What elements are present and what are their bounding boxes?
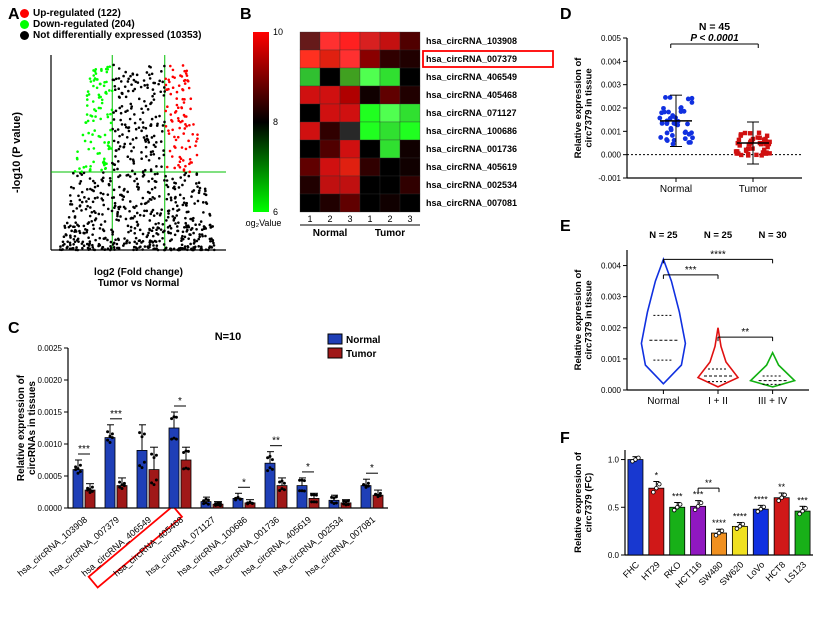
svg-text:8: 8 — [273, 117, 278, 127]
svg-text:Relative expression ofcirc7379: Relative expression ofcirc7379 (FC) — [573, 451, 595, 553]
svg-text:6: 6 — [273, 207, 278, 217]
svg-text:log2 (Fold change)Tumor vs Nor: log2 (Fold change)Tumor vs Normal — [94, 267, 183, 289]
svg-text:0.004: 0.004 — [601, 262, 622, 271]
svg-text:Tumor: Tumor — [346, 349, 376, 360]
svg-text:N = 25: N = 25 — [649, 230, 678, 241]
svg-text:P < 0.0001: P < 0.0001 — [690, 33, 739, 44]
svg-text:hsa_circRNA_405468: hsa_circRNA_405468 — [426, 90, 517, 100]
svg-text:N = 25: N = 25 — [704, 230, 733, 241]
svg-text:*: * — [655, 471, 659, 481]
svg-text:***: *** — [672, 492, 683, 502]
svg-text:hsa_circRNA_406549: hsa_circRNA_406549 — [426, 72, 517, 82]
svg-text:0.005: 0.005 — [601, 34, 622, 43]
svg-text:0.002: 0.002 — [601, 324, 622, 333]
svg-text:SW620: SW620 — [718, 560, 746, 588]
svg-text:****: **** — [733, 512, 748, 522]
svg-text:0.0005: 0.0005 — [38, 472, 63, 481]
svg-text:hsa_circRNA_002534: hsa_circRNA_002534 — [426, 180, 517, 190]
svg-text:0.001: 0.001 — [601, 355, 622, 364]
svg-text:**: ** — [705, 478, 713, 488]
svg-text:0.0020: 0.0020 — [38, 376, 63, 385]
svg-text:hsa_circRNA_007081: hsa_circRNA_007081 — [426, 198, 517, 208]
svg-text:****: **** — [754, 494, 769, 504]
svg-text:III + IV: III + IV — [758, 396, 788, 407]
svg-text:Log₂Value: Log₂Value — [245, 218, 281, 228]
svg-text:hsa_circRNA_100686: hsa_circRNA_100686 — [426, 126, 517, 136]
svg-text:-0.001: -0.001 — [598, 174, 621, 183]
svg-text:2: 2 — [387, 214, 392, 224]
svg-text:Tumor: Tumor — [375, 228, 405, 239]
svg-text:FHC: FHC — [621, 560, 642, 581]
svg-text:0.0015: 0.0015 — [38, 408, 63, 417]
svg-text:Relative expression ofcirc7379: Relative expression ofcirc7379 in tissue — [573, 269, 595, 371]
svg-text:N = 30: N = 30 — [758, 230, 786, 241]
svg-text:0.000: 0.000 — [601, 151, 622, 160]
svg-text:Tumor: Tumor — [739, 184, 768, 195]
svg-text:hsa_circRNA_405619: hsa_circRNA_405619 — [426, 162, 517, 172]
svg-text:N=10: N=10 — [215, 331, 242, 343]
svg-text:Normal: Normal — [660, 184, 692, 195]
svg-text:Normal: Normal — [647, 396, 679, 407]
volcano-plot: log2 (Fold change)Tumor vs Normal -log10 … — [6, 50, 236, 305]
svg-text:***: *** — [78, 444, 90, 455]
svg-text:LoVo: LoVo — [745, 560, 767, 582]
svg-text:*: * — [370, 463, 374, 474]
svg-text:*: * — [178, 396, 182, 407]
svg-text:***: *** — [797, 495, 808, 505]
svg-text:hsa_circRNA_001736: hsa_circRNA_001736 — [426, 144, 517, 154]
svg-text:Normal: Normal — [346, 335, 381, 346]
svg-text:0.0025: 0.0025 — [38, 344, 63, 353]
svg-text:0.003: 0.003 — [601, 293, 622, 302]
svg-text:*: * — [306, 462, 310, 473]
svg-text:0.002: 0.002 — [601, 104, 622, 113]
svg-text:3: 3 — [347, 214, 352, 224]
svg-text:3: 3 — [407, 214, 412, 224]
svg-text:0.004: 0.004 — [601, 57, 622, 66]
svg-text:Relative expression ofcirc7379: Relative expression ofcirc7379 in tissue — [573, 57, 595, 159]
bar-chart-f: 0.0 0.5 1.0 Relative expression ofcirc7379 … — [565, 440, 825, 630]
svg-text:0.0000: 0.0000 — [38, 504, 63, 513]
scatter-d: -0.001 0.000 0.001 0.002 0.003 0.004 0.005 Rela… — [565, 18, 825, 218]
svg-text:****: **** — [710, 249, 726, 260]
svg-text:0.000: 0.000 — [601, 386, 622, 395]
svg-text:I + II: I + II — [708, 396, 728, 407]
svg-text:***: *** — [110, 409, 122, 420]
svg-text:2: 2 — [327, 214, 332, 224]
panel-a-label: A — [8, 6, 20, 24]
svg-text:1: 1 — [367, 214, 372, 224]
panel-a-legend: Up-regulated (122)Down-regulated (204)No… — [20, 8, 240, 41]
svg-text:10: 10 — [273, 27, 283, 37]
svg-text:0.0010: 0.0010 — [38, 440, 63, 449]
svg-text:0.0: 0.0 — [608, 551, 620, 560]
violin-e: 0.000 0.001 0.002 0.003 0.004 Relative expres… — [565, 228, 825, 428]
svg-text:-log10 (P value): -log10 (P value) — [11, 112, 23, 193]
svg-text:**: ** — [778, 482, 786, 492]
svg-text:****: **** — [712, 518, 727, 528]
svg-text:hsa_circRNA_007379: hsa_circRNA_007379 — [426, 54, 517, 64]
svg-text:Normal: Normal — [313, 228, 348, 239]
heatmap: 10 8 6Log₂Value hsa_circRNA_103908 hsa_circR… — [245, 20, 565, 265]
svg-text:N = 45: N = 45 — [699, 21, 730, 33]
svg-text:**: ** — [272, 436, 280, 447]
svg-text:LS123: LS123 — [783, 560, 808, 585]
svg-text:0.001: 0.001 — [601, 127, 622, 136]
svg-text:0.5: 0.5 — [608, 503, 620, 512]
svg-text:***: *** — [685, 265, 697, 276]
svg-text:0.003: 0.003 — [601, 81, 622, 90]
svg-text:Relative expression ofcircRNAs: Relative expression ofcircRNAs in tissue… — [16, 374, 38, 481]
svg-text:hsa_circRNA_071127: hsa_circRNA_071127 — [426, 108, 517, 118]
svg-text:hsa_circRNA_103908: hsa_circRNA_103908 — [426, 36, 517, 46]
bar-chart-c: 0.0000 0.0005 0.0010 0.0015 0.0020 0.0025 Rela… — [10, 330, 430, 625]
svg-text:HT29: HT29 — [640, 560, 663, 583]
svg-text:1: 1 — [307, 214, 312, 224]
svg-text:**: ** — [741, 327, 749, 338]
svg-text:1.0: 1.0 — [608, 456, 620, 465]
svg-text:*: * — [242, 477, 246, 488]
